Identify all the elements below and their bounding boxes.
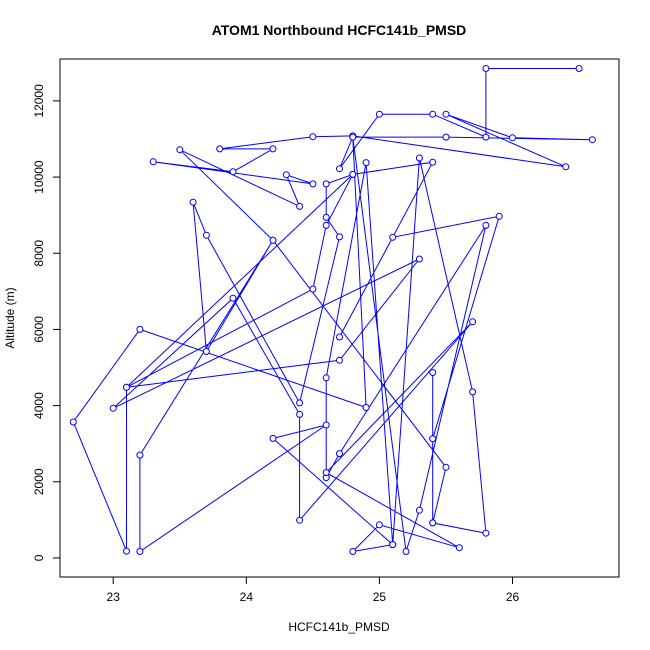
data-point	[362, 404, 370, 411]
data-point	[429, 110, 437, 118]
data-point	[482, 133, 490, 141]
data-point	[309, 180, 317, 188]
data-point	[495, 212, 503, 220]
data-point	[282, 171, 290, 179]
data-point	[402, 548, 410, 555]
data-point	[176, 146, 184, 154]
data-point	[389, 233, 397, 241]
data-point	[362, 159, 370, 167]
data-point	[442, 463, 450, 471]
data-point	[109, 404, 117, 412]
data-point	[415, 255, 423, 263]
data-point	[336, 233, 343, 241]
data-point	[202, 231, 210, 239]
data-point	[189, 198, 197, 206]
data-point	[322, 421, 330, 429]
x-tick-label: 23	[107, 590, 121, 604]
y-axis: 0 2000 4000 6000 8000 10000 12000	[32, 84, 61, 561]
data-point	[216, 145, 224, 153]
x-tick-label: 26	[506, 590, 520, 604]
data-point	[389, 541, 397, 549]
data-point	[336, 165, 343, 173]
x-tick-label: 25	[373, 590, 387, 604]
data-point	[482, 221, 490, 229]
data-point	[349, 170, 357, 178]
data-point	[442, 110, 450, 118]
series-points-group	[69, 65, 596, 555]
data-point	[136, 325, 144, 333]
data-point	[469, 318, 477, 326]
data-point	[322, 469, 330, 477]
data-point	[575, 65, 583, 72]
data-point	[455, 544, 463, 552]
data-point	[415, 506, 423, 514]
y-axis-label: Altitude (m)	[3, 287, 17, 348]
data-point	[269, 236, 277, 244]
data-point	[349, 548, 357, 555]
data-point	[269, 434, 277, 442]
x-axis: 23 24 25 26	[107, 576, 520, 604]
data-point	[415, 154, 423, 162]
data-point	[296, 516, 304, 524]
data-point	[336, 356, 343, 364]
data-point	[442, 133, 450, 141]
data-point	[136, 451, 144, 459]
data-point	[69, 418, 77, 426]
series-line	[72, 68, 593, 553]
data-point	[123, 383, 130, 391]
data-point	[296, 410, 304, 418]
data-point	[229, 168, 237, 176]
data-point	[296, 399, 304, 407]
data-point	[309, 285, 317, 293]
data-point	[296, 202, 304, 210]
data-point	[322, 213, 330, 221]
data-point	[482, 529, 490, 537]
data-point	[429, 158, 437, 166]
data-point	[349, 133, 357, 141]
data-point	[429, 369, 437, 376]
data-point	[429, 435, 437, 443]
x-tick-label: 24	[240, 590, 254, 604]
series-line-group	[72, 68, 593, 553]
plot-frame	[59, 58, 620, 578]
y-tick-label: 4000	[32, 392, 46, 419]
data-point	[149, 158, 157, 166]
data-point	[588, 136, 596, 144]
x-axis-label: HCFC141b_PMSD	[288, 620, 390, 634]
data-point	[322, 180, 330, 188]
data-point	[469, 388, 477, 396]
y-tick-label: 2000	[32, 468, 46, 495]
data-point	[336, 333, 343, 341]
y-tick-label: 6000	[32, 316, 46, 343]
y-tick-label: 8000	[32, 240, 46, 267]
y-tick-label: 0	[32, 554, 46, 561]
data-point	[375, 521, 383, 529]
y-tick-label: 10000	[32, 160, 46, 194]
data-point	[136, 548, 144, 555]
data-point	[202, 348, 210, 355]
data-point	[336, 450, 343, 458]
data-point	[482, 65, 490, 72]
data-point	[562, 163, 570, 171]
data-point	[309, 133, 317, 141]
data-point	[229, 294, 237, 302]
data-point	[429, 519, 437, 527]
data-point	[269, 145, 277, 153]
y-tick-label: 12000	[32, 84, 46, 118]
data-point	[509, 134, 516, 142]
data-point	[322, 374, 330, 382]
data-point	[375, 110, 383, 118]
data-point	[322, 221, 330, 229]
chart-title: ATOM1 Northbound HCFC141b_PMSD	[212, 22, 467, 38]
data-point	[123, 547, 130, 555]
